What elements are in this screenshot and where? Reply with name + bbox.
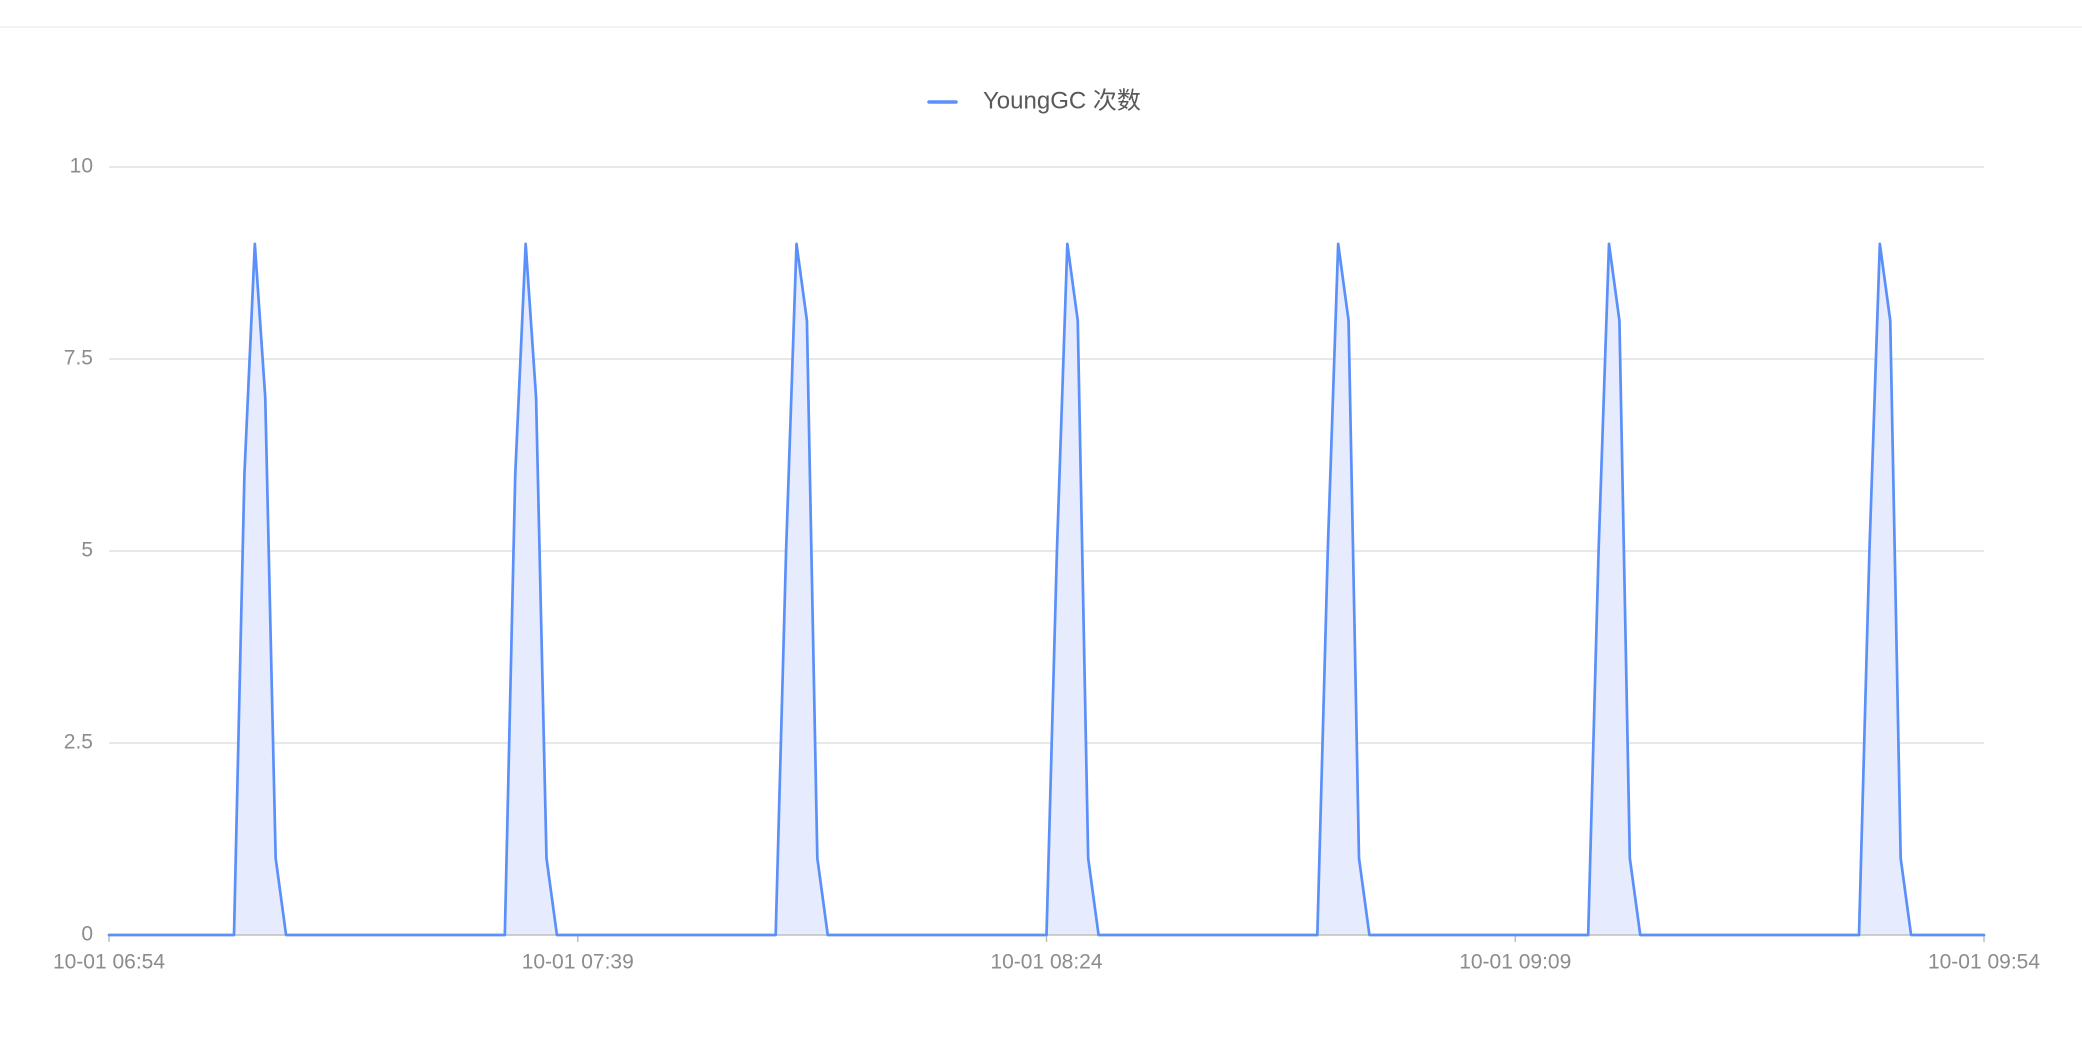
series-line-layer — [107, 242, 1986, 937]
legend-label: YoungGC 次数 — [983, 87, 1141, 114]
legend: YoungGC 次数 — [927, 87, 1141, 114]
x-tick-label: 10-01 09:09 — [1459, 951, 1571, 974]
series-line[interactable] — [107, 242, 1986, 937]
y-tick-label: 10 — [70, 155, 93, 178]
x-tick-label: 10-01 08:24 — [990, 951, 1102, 974]
x-tick-label: 10-01 06:54 — [53, 951, 165, 974]
y-tick-label: 2.5 — [64, 731, 93, 754]
series-area-layer — [109, 243, 1984, 936]
x-tick-label: 10-01 07:39 — [522, 951, 634, 974]
series-area — [109, 243, 1984, 936]
y-grid — [109, 166, 1984, 744]
y-axis-labels: 0 2.5 5 7.5 10 — [64, 155, 93, 946]
legend-item-younggc[interactable]: YoungGC 次数 — [927, 87, 1141, 114]
y-tick-label: 7.5 — [64, 347, 93, 370]
x-axis-labels: 10-01 06:54 10-01 07:39 10-01 08:24 10-01 0… — [53, 951, 2040, 974]
y-tick-label: 0 — [81, 923, 93, 946]
y-tick-label: 5 — [81, 539, 93, 562]
x-tick-label: 10-01 09:54 — [1928, 951, 2040, 974]
